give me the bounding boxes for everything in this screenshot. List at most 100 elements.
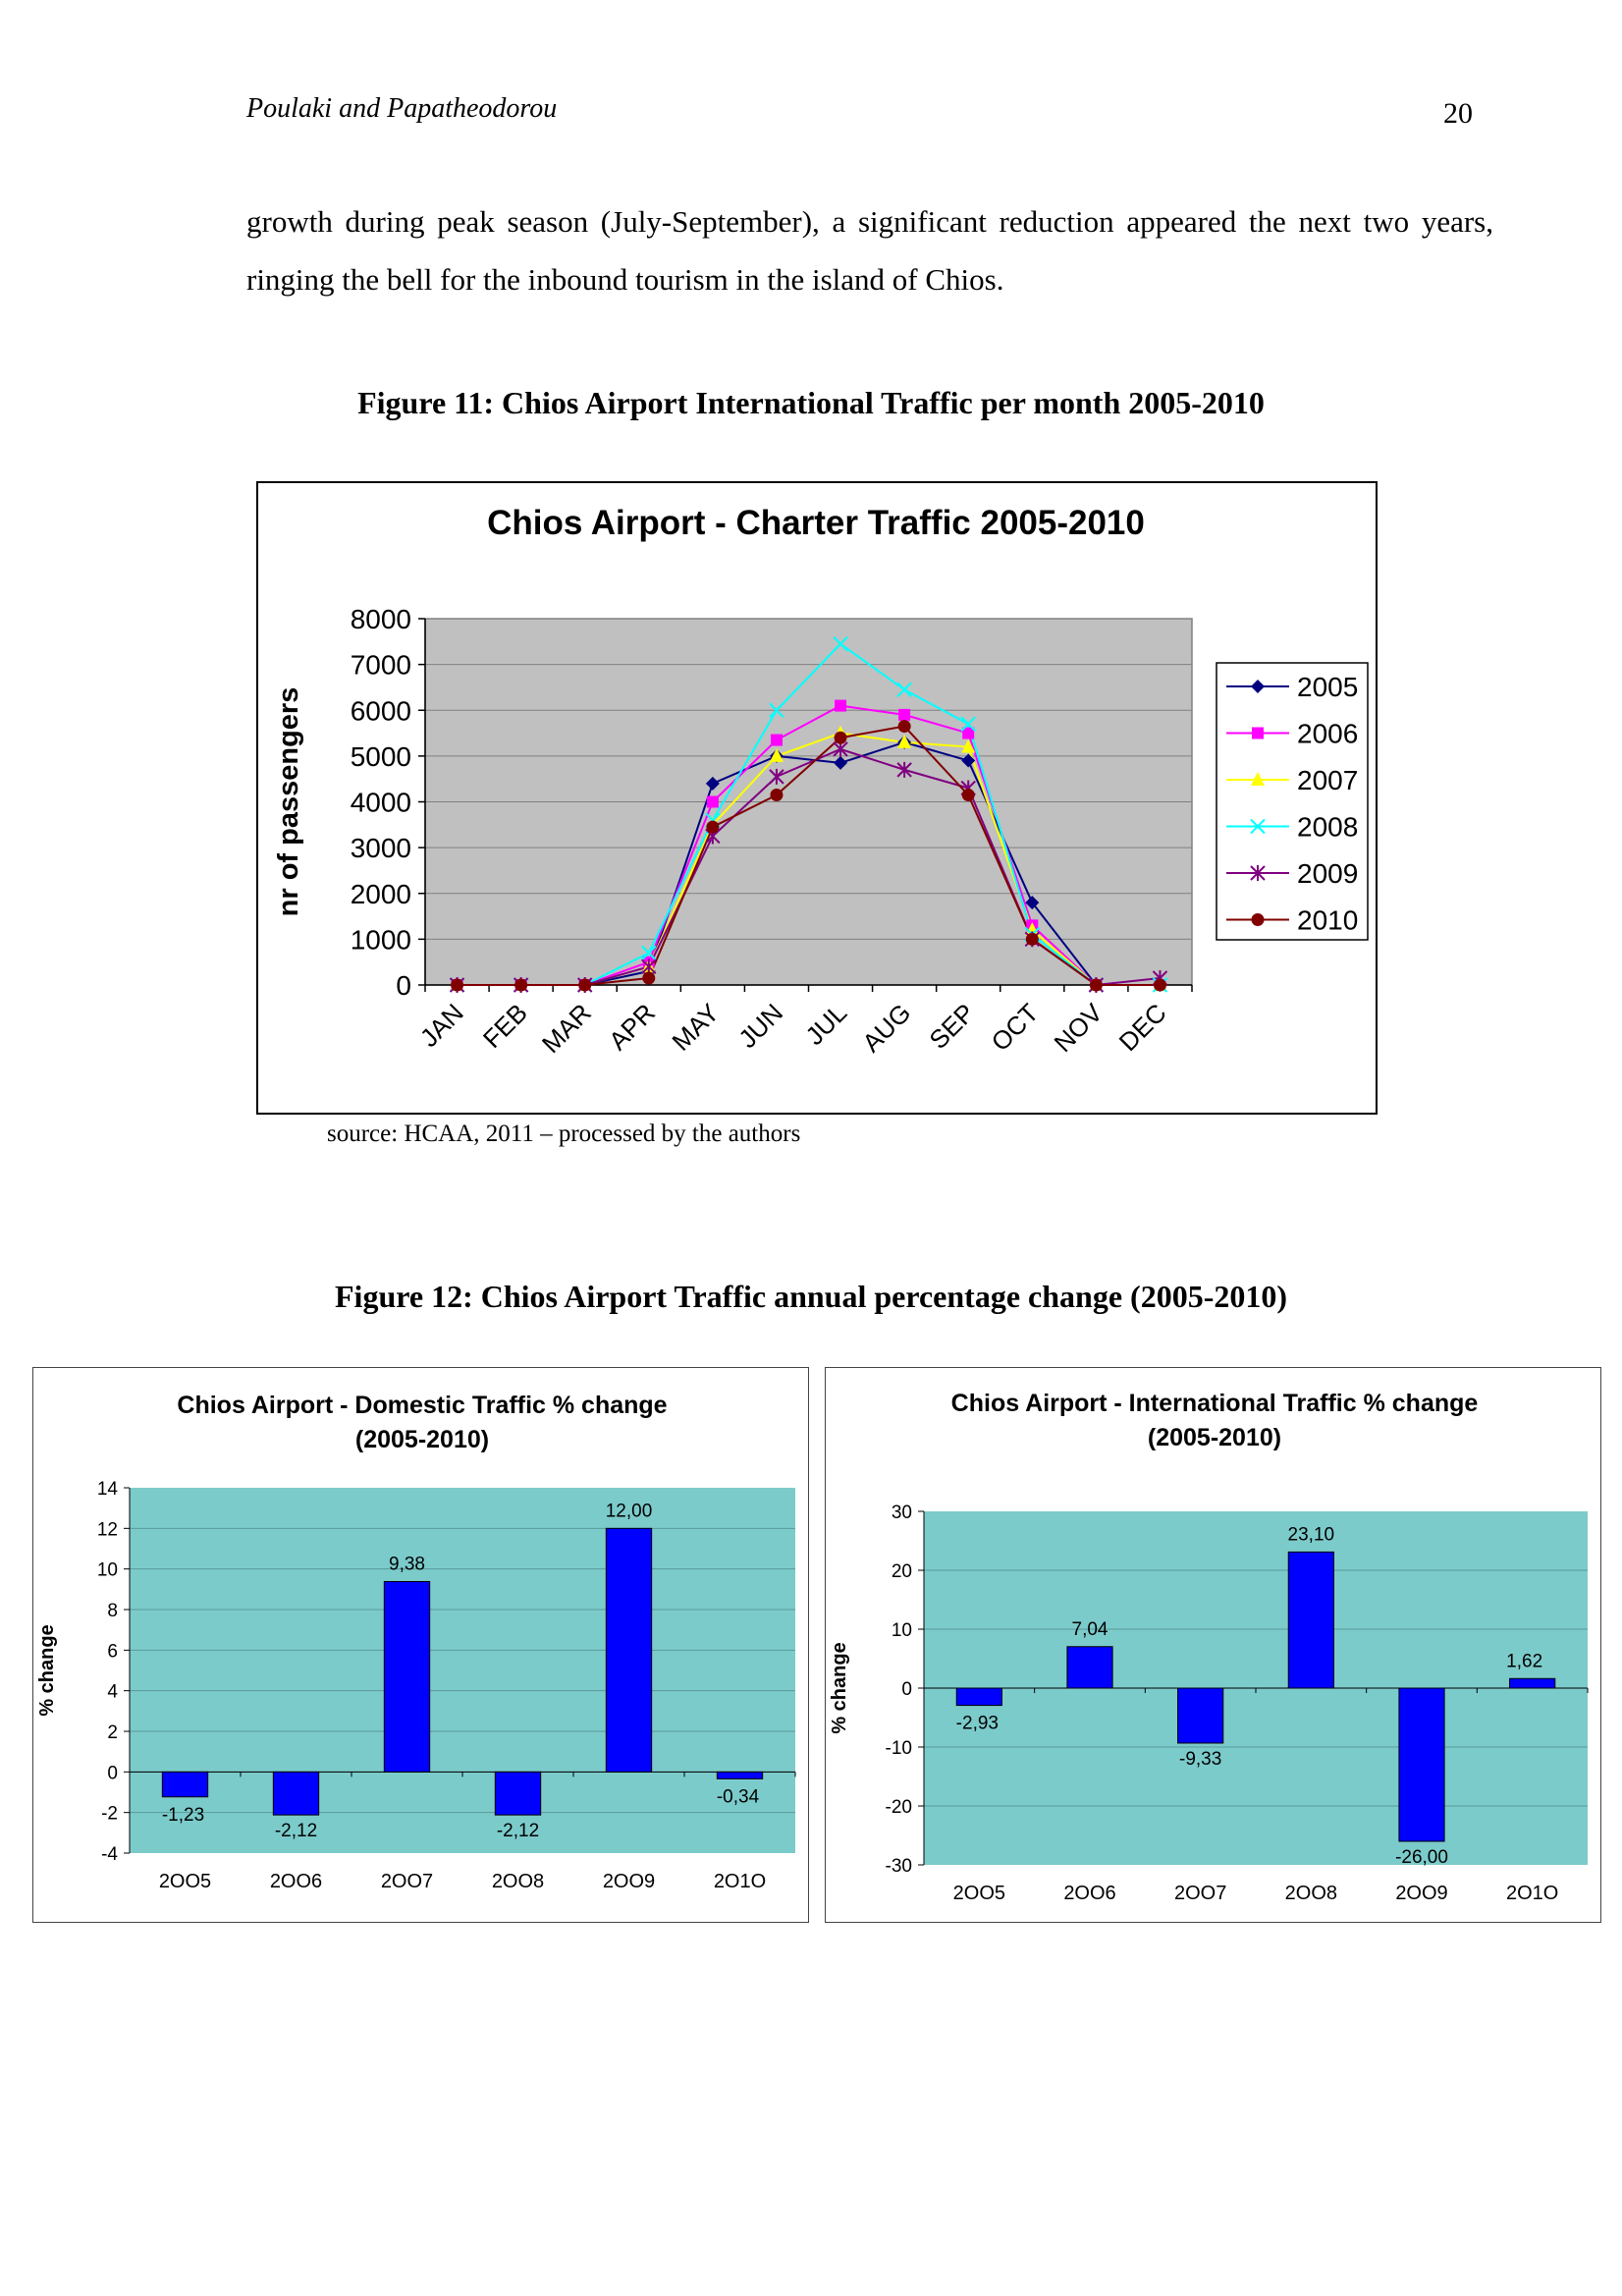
chart-title: Chios Airport - International Traffic % … <box>951 1390 1479 1417</box>
y-tick-label: 20 <box>892 1561 912 1582</box>
bar-2OO9 <box>1398 1687 1445 1842</box>
y-tick-label: 4000 <box>351 788 411 818</box>
chart-title: (2005-2010) <box>355 1426 489 1453</box>
data-point <box>769 768 784 785</box>
bar-2OO7 <box>383 1580 431 1773</box>
x-tick-label: 2OO8 <box>492 1871 544 1892</box>
bar-2OO7 <box>1177 1687 1224 1744</box>
data-label: -1,23 <box>162 1805 204 1826</box>
bar-2O1O <box>716 1771 764 1779</box>
data-point <box>898 708 911 721</box>
x-tick-label: 2OO7 <box>381 1871 433 1892</box>
data-point <box>578 978 592 992</box>
legend-label: 2007 <box>1297 765 1358 795</box>
x-tick-label: JUL <box>799 998 852 1051</box>
data-point <box>896 761 912 778</box>
data-point <box>706 795 719 808</box>
bar-2OO9 <box>605 1527 653 1773</box>
chart-title: Chios Airport - Domestic Traffic % chang… <box>177 1392 667 1419</box>
y-tick-label: -2 <box>101 1804 118 1825</box>
data-label: 9,38 <box>389 1554 425 1574</box>
data-point <box>961 753 976 768</box>
y-tick-label: 10 <box>97 1560 118 1581</box>
data-point <box>897 734 912 748</box>
data-point <box>1251 772 1265 786</box>
body-paragraph: growth during peak season (July-Septembe… <box>246 204 1493 297</box>
running-head: Poulaki and Papatheodorou <box>246 93 558 124</box>
chart-title: (2005-2010) <box>1148 1424 1281 1451</box>
x-tick-label: 2OO7 <box>1174 1883 1226 1904</box>
figure-11-source: source: HCAA, 2011 – processed by the au… <box>327 1121 801 1147</box>
x-tick-label: JAN <box>414 998 469 1053</box>
y-axis-label: % change <box>36 1624 58 1716</box>
international-chart-frame: Chios Airport - International Traffic % … <box>825 1367 1601 1923</box>
data-point <box>962 727 975 739</box>
x-tick-label: 2OO9 <box>603 1871 655 1892</box>
bar-2OO6 <box>272 1771 320 1816</box>
figure-11-caption: Figure 11: Chios Airport International T… <box>357 385 1265 420</box>
y-tick-label: 5000 <box>351 741 411 772</box>
y-tick-label: 2000 <box>351 879 411 909</box>
data-label: 12,00 <box>606 1501 653 1521</box>
y-tick-label: 3000 <box>351 833 411 863</box>
data-point <box>961 789 975 802</box>
data-point <box>961 738 976 753</box>
y-tick-label: -4 <box>101 1844 118 1865</box>
data-point <box>897 720 911 734</box>
bar-2OO8 <box>494 1771 542 1816</box>
bar-2OO5 <box>955 1687 1002 1707</box>
page-number: 20 <box>1443 97 1473 130</box>
y-tick-label: 1000 <box>351 924 411 955</box>
y-tick-label: 8000 <box>351 604 411 634</box>
data-point <box>896 682 912 697</box>
series-line-2010 <box>457 725 1161 986</box>
x-tick-label: SEP <box>923 998 980 1055</box>
data-point <box>1025 932 1039 946</box>
data-point <box>706 820 720 834</box>
x-tick-label: 2OO6 <box>1063 1883 1115 1904</box>
y-tick-label: 6000 <box>351 695 411 726</box>
data-point <box>1251 913 1265 926</box>
legend-label: 2009 <box>1297 858 1358 889</box>
x-tick-label: MAY <box>666 998 725 1057</box>
x-tick-label: MAR <box>536 998 597 1059</box>
x-tick-label: APR <box>603 998 661 1056</box>
x-tick-label: OCT <box>986 998 1045 1057</box>
x-tick-label: 2O1O <box>1506 1883 1558 1904</box>
y-tick-label: 7000 <box>351 650 411 681</box>
y-tick-label: 10 <box>892 1620 912 1641</box>
y-tick-label: -10 <box>886 1738 912 1759</box>
legend-label: 2005 <box>1297 672 1358 702</box>
data-point <box>705 776 720 791</box>
chart-title: Chios Airport - Charter Traffic 2005-201… <box>487 504 1145 542</box>
y-tick-label: 2 <box>107 1722 118 1743</box>
data-label: 23,10 <box>1288 1524 1335 1545</box>
data-label: -2,12 <box>275 1821 317 1841</box>
data-label: -9,33 <box>1179 1749 1221 1770</box>
x-tick-label: FEB <box>477 998 533 1054</box>
data-point <box>960 716 976 732</box>
data-label: -0,34 <box>717 1786 760 1807</box>
data-point <box>1025 896 1040 910</box>
data-label: -26,00 <box>1395 1847 1448 1868</box>
y-tick-label: 0 <box>107 1763 118 1783</box>
figure-12-caption: Figure 12: Chios Airport Traffic annual … <box>335 1279 1287 1314</box>
data-label: -2,93 <box>956 1714 999 1734</box>
y-tick-label: 6 <box>107 1641 118 1662</box>
y-tick-label: -30 <box>886 1856 912 1877</box>
data-point <box>769 702 784 718</box>
domestic-chart-frame: Chios Airport - Domestic Traffic % chang… <box>32 1367 809 1923</box>
data-point <box>642 971 656 985</box>
data-point <box>1089 978 1103 992</box>
y-tick-label: 14 <box>97 1479 119 1500</box>
bar-2OO6 <box>1066 1646 1113 1689</box>
bar-2OO5 <box>161 1771 209 1798</box>
data-point <box>1251 680 1265 693</box>
x-tick-label: 2OO6 <box>270 1871 322 1892</box>
y-tick-label: 4 <box>107 1682 118 1703</box>
data-point <box>770 734 783 746</box>
y-axis-label: nr of passengers <box>273 687 304 917</box>
legend-label: 2010 <box>1297 905 1358 936</box>
x-tick-label: DEC <box>1113 998 1172 1057</box>
data-point <box>834 755 848 770</box>
